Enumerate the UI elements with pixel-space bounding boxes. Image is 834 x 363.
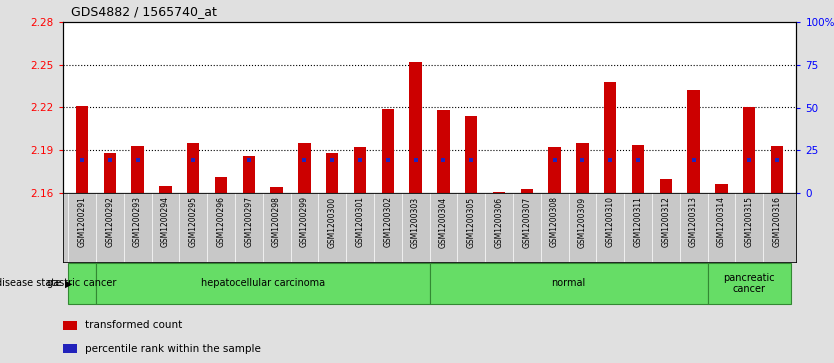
Bar (326, 153, 339, 193)
Bar (96, 263, 430, 304)
Point (742, 157, 756, 163)
Text: GDS4882 / 1565740_at: GDS4882 / 1565740_at (71, 5, 217, 19)
Bar (354, 147, 366, 193)
Bar (687, 90, 700, 193)
Text: GSM1200303: GSM1200303 (411, 196, 420, 248)
Text: GSM1200309: GSM1200309 (578, 196, 587, 248)
Text: GSM1200307: GSM1200307 (522, 196, 531, 248)
Text: GSM1200314: GSM1200314 (717, 196, 726, 248)
Bar (68, 263, 96, 304)
Bar (214, 177, 227, 193)
Bar (243, 156, 255, 193)
Text: GSM1200316: GSM1200316 (772, 196, 781, 248)
Point (465, 157, 478, 163)
Point (575, 157, 589, 163)
Text: transformed count: transformed count (84, 321, 182, 330)
Point (187, 157, 200, 163)
Bar (63, 344, 78, 353)
Bar (715, 184, 727, 193)
Point (771, 157, 784, 163)
Text: GSM1200291: GSM1200291 (78, 196, 87, 247)
Text: GSM1200292: GSM1200292 (105, 196, 114, 247)
Point (381, 157, 394, 163)
Text: GSM1200302: GSM1200302 (384, 196, 392, 248)
Bar (707, 263, 791, 304)
Text: GSM1200299: GSM1200299 (300, 196, 309, 248)
Point (354, 157, 367, 163)
Text: GSM1200306: GSM1200306 (495, 196, 504, 248)
Bar (63, 321, 78, 330)
Bar (409, 62, 422, 193)
Bar (76, 106, 88, 193)
Text: gastric cancer: gastric cancer (48, 278, 117, 289)
Bar (604, 82, 616, 193)
Text: GSM1200301: GSM1200301 (355, 196, 364, 248)
Text: GSM1200300: GSM1200300 (328, 196, 337, 248)
Bar (437, 110, 450, 193)
Bar (187, 143, 199, 193)
Text: GSM1200308: GSM1200308 (550, 196, 559, 248)
Text: GSM1200304: GSM1200304 (439, 196, 448, 248)
Bar (381, 109, 394, 193)
Text: GSM1200315: GSM1200315 (745, 196, 754, 248)
Bar (660, 179, 672, 193)
Text: GSM1200294: GSM1200294 (161, 196, 170, 248)
Point (548, 157, 561, 163)
Text: percentile rank within the sample: percentile rank within the sample (84, 344, 260, 354)
Bar (298, 143, 310, 193)
Bar (270, 187, 283, 193)
Text: GSM1200295: GSM1200295 (188, 196, 198, 248)
Point (103, 157, 117, 163)
Point (131, 157, 144, 163)
Bar (430, 263, 707, 304)
Text: hepatocellular carcinoma: hepatocellular carcinoma (201, 278, 324, 289)
Text: GSM1200297: GSM1200297 (244, 196, 254, 248)
Point (325, 157, 339, 163)
Point (242, 157, 255, 163)
Point (409, 157, 422, 163)
Point (687, 157, 701, 163)
Text: GSM1200310: GSM1200310 (605, 196, 615, 248)
Text: GSM1200293: GSM1200293 (133, 196, 142, 248)
Bar (131, 146, 143, 193)
Bar (771, 146, 783, 193)
Text: GSM1200313: GSM1200313 (689, 196, 698, 248)
Point (75, 157, 88, 163)
Text: normal: normal (551, 278, 585, 289)
Text: GSM1200298: GSM1200298 (272, 196, 281, 247)
Text: disease state: disease state (0, 278, 61, 289)
Text: GSM1200311: GSM1200311 (634, 196, 642, 247)
Text: GSM1200305: GSM1200305 (467, 196, 475, 248)
Point (631, 157, 645, 163)
Text: ▶: ▶ (65, 278, 73, 289)
Point (298, 157, 311, 163)
Text: pancreatic
cancer: pancreatic cancer (723, 273, 775, 294)
Bar (576, 143, 589, 193)
Text: GSM1200312: GSM1200312 (661, 196, 671, 247)
Bar (549, 147, 560, 193)
Point (437, 157, 450, 163)
Point (604, 157, 617, 163)
Bar (743, 107, 756, 193)
Bar (103, 153, 116, 193)
Bar (520, 189, 533, 193)
Bar (159, 186, 172, 193)
Bar (465, 116, 477, 193)
Text: GSM1200296: GSM1200296 (217, 196, 225, 248)
Bar (493, 192, 505, 193)
Bar (632, 144, 644, 193)
